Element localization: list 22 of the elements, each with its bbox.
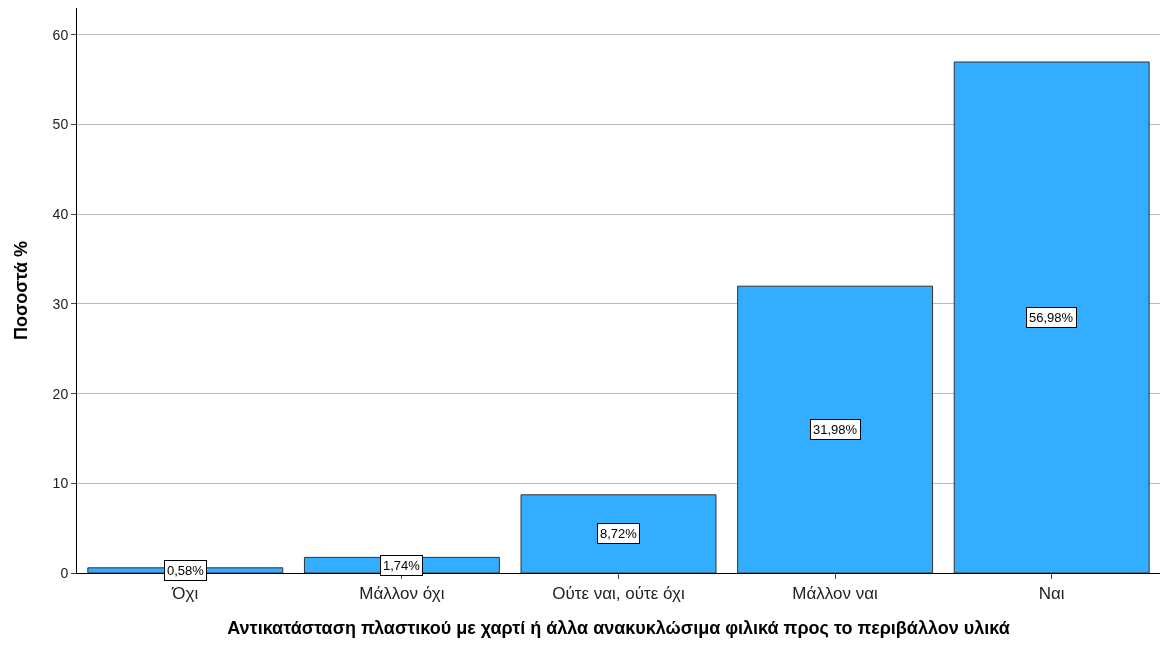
data-label: 31,98% — [813, 422, 858, 437]
data-label: 0,58% — [167, 563, 205, 578]
y-axis-title: Ποσοστά % — [10, 240, 31, 341]
data-label: 8,72% — [600, 526, 638, 541]
x-tick-label: Μάλλον όχι — [359, 584, 445, 604]
y-tick-label: 30 — [52, 295, 69, 312]
bar — [520, 494, 717, 573]
x-tick-label: Ναι — [1038, 584, 1065, 604]
x-tick-label: Ούτε ναι, ούτε όχι — [552, 584, 685, 604]
data-label: 56,98% — [1029, 310, 1074, 325]
x-tick-label: Μάλλον ναι — [792, 584, 879, 604]
bar — [953, 61, 1150, 573]
x-tick-label: Όχι — [171, 584, 199, 604]
y-tick-label: 0 — [60, 564, 69, 581]
bar — [737, 285, 934, 573]
y-tick-label: 60 — [52, 26, 69, 43]
y-tick-label: 40 — [52, 206, 69, 223]
x-axis-title: Αντικατάσταση πλαστικού με χαρτί ή άλλα ανακυκλώσιμα φιλικά προς το περιβάλλον υλικά — [227, 617, 1010, 638]
y-tick-label: 20 — [52, 385, 69, 402]
y-tick-label: 10 — [52, 475, 69, 492]
data-label: 1,74% — [383, 558, 421, 573]
y-tick-label: 50 — [52, 116, 69, 133]
